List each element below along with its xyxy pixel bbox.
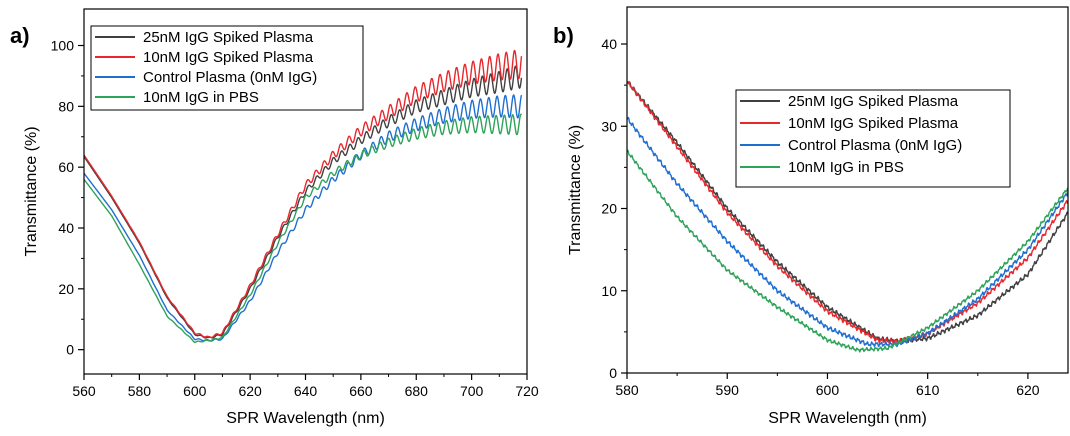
series-line-2 — [627, 80, 1068, 345]
legend-box — [735, 89, 1011, 188]
series-line-1 — [84, 65, 523, 339]
series-line-3 — [84, 94, 523, 342]
legend-label-2: 10nM IgG Spiked Plasma — [143, 49, 314, 66]
series-line-4 — [84, 113, 523, 344]
x-tick-label: 700 — [460, 383, 484, 399]
panel-label: b) — [553, 23, 574, 48]
legend-label-3: Control Plasma (0nM IgG) — [143, 69, 317, 86]
x-tick-label: 620 — [238, 383, 262, 399]
legend-label-3: Control Plasma (0nM IgG) — [788, 137, 962, 154]
x-tick-label: 610 — [916, 382, 940, 398]
y-tick-label: 30 — [601, 118, 617, 134]
y-tick-label: 60 — [58, 159, 74, 175]
legend-label-1: 25nM IgG Spiked Plasma — [143, 29, 314, 46]
x-tick-label: 720 — [515, 383, 539, 399]
legend-label-4: 10nM IgG in PBS — [143, 89, 259, 106]
y-axis-title: Transmittance (%) — [23, 126, 40, 256]
series-line-3 — [627, 116, 1068, 348]
legend-label-1: 25nM IgG Spiked Plasma — [788, 93, 959, 110]
series-group — [84, 49, 523, 344]
y-tick-label: 40 — [601, 36, 617, 52]
y-tick-label: 0 — [609, 365, 617, 381]
y-tick-label: 20 — [601, 201, 617, 217]
series-line-2 — [84, 49, 523, 339]
x-tick-label: 600 — [816, 382, 840, 398]
y-tick-label: 0 — [66, 342, 74, 358]
x-tick-label: 580 — [615, 382, 639, 398]
x-tick-label: 590 — [716, 382, 740, 398]
x-axis-title: SPR Wavelength (nm) — [768, 410, 927, 427]
legend-label-2: 10nM IgG Spiked Plasma — [788, 115, 959, 132]
plot-frame — [626, 6, 1069, 374]
x-tick-label: 640 — [294, 383, 318, 399]
x-tick-label: 580 — [128, 383, 152, 399]
legend: 25nM IgG Spiked Plasma 10nM IgG Spiked Pl… — [735, 89, 1011, 188]
x-axis-title: SPR Wavelength (nm) — [226, 410, 385, 427]
legend: 25nM IgG Spiked Plasma 10nM IgG Spiked Pl… — [90, 25, 364, 111]
legend-box — [90, 25, 364, 111]
series-line-1 — [627, 81, 1068, 344]
y-tick-label: 80 — [58, 98, 74, 114]
series-line-4 — [627, 149, 1068, 353]
panel-label: a) — [10, 23, 30, 48]
chart-panel-1: 560 580 600 620 640 660 680 700 720 0 20 40 60 80 100 S… — [10, 8, 539, 427]
x-tick-label: 660 — [349, 383, 373, 399]
chart-panel-2: 580 590 600 610 620 0 10 20 30 40 SPR Wavelength (… — [553, 6, 1069, 427]
y-axis-title: Transmittance (%) — [567, 125, 584, 255]
legend-label-4: 10nM IgG in PBS — [788, 159, 904, 176]
x-tick-label: 600 — [183, 383, 207, 399]
y-tick-label: 40 — [58, 220, 74, 236]
x-tick-label: 620 — [1016, 382, 1040, 398]
series-group — [627, 80, 1068, 353]
y-tick-label: 100 — [51, 38, 75, 54]
y-tick-label: 20 — [58, 281, 74, 297]
x-tick-label: 680 — [405, 383, 429, 399]
x-tick-label: 560 — [72, 383, 96, 399]
y-tick-label: 10 — [601, 283, 617, 299]
